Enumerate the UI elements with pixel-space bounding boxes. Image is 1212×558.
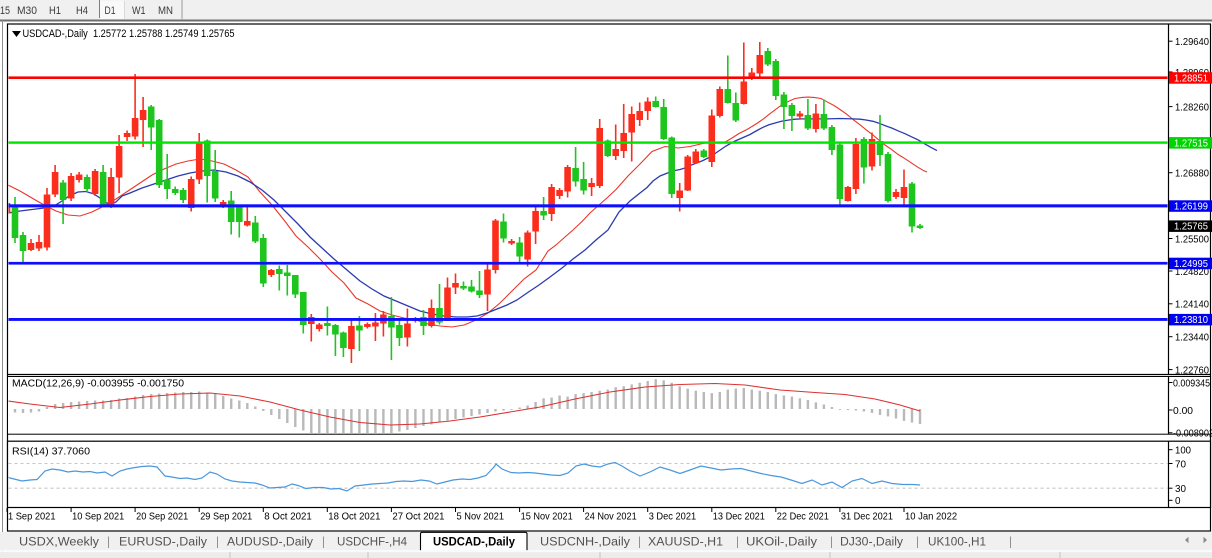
svg-text:1.24140: 1.24140	[1175, 299, 1209, 311]
svg-text:10 Sep 2021: 10 Sep 2021	[72, 511, 124, 523]
svg-text:8 Oct 2021: 8 Oct 2021	[264, 511, 312, 523]
svg-text:|: |	[916, 537, 919, 549]
svg-text:|: |	[107, 537, 110, 549]
svg-text:|: |	[1009, 537, 1012, 549]
svg-text:1.27515: 1.27515	[1174, 137, 1208, 149]
svg-text:70: 70	[1175, 458, 1186, 470]
svg-text:USDX,Weekly: USDX,Weekly	[19, 537, 99, 549]
svg-text:M30: M30	[17, 5, 37, 17]
svg-text:18 Oct 2021: 18 Oct 2021	[328, 511, 380, 523]
svg-text:22 Dec 2021: 22 Dec 2021	[777, 511, 829, 523]
svg-text:1.24995: 1.24995	[1174, 258, 1208, 270]
svg-text:13 Dec 2021: 13 Dec 2021	[713, 511, 765, 523]
svg-text:USDCHF-,H4: USDCHF-,H4	[337, 537, 408, 549]
svg-text:RSI(14) 37.7060: RSI(14) 37.7060	[12, 446, 90, 458]
svg-text:1 Sep 2021: 1 Sep 2021	[8, 511, 56, 523]
svg-text:|: |	[830, 537, 833, 549]
svg-text:UK100-,H1: UK100-,H1	[928, 537, 986, 549]
svg-text:20 Sep 2021: 20 Sep 2021	[136, 511, 188, 523]
svg-text:1.28851: 1.28851	[1174, 73, 1208, 85]
svg-text:XAUUSD-,H1: XAUUSD-,H1	[648, 537, 723, 549]
svg-text:|: |	[638, 537, 641, 549]
svg-text:31 Dec 2021: 31 Dec 2021	[841, 511, 893, 523]
svg-text:1.29640: 1.29640	[1175, 36, 1209, 48]
svg-text:MN: MN	[158, 5, 173, 17]
svg-text:H1: H1	[49, 5, 61, 17]
svg-text:100: 100	[1175, 445, 1191, 457]
svg-text:USDCAD-,Daily 1.25772 1.25788: USDCAD-,Daily 1.25772 1.25788 1.25749 1.…	[23, 28, 235, 40]
svg-text:1.22760: 1.22760	[1175, 364, 1209, 376]
svg-text:EURUSD-,Daily: EURUSD-,Daily	[119, 537, 207, 549]
svg-text:D1: D1	[105, 5, 116, 17]
svg-text:30: 30	[1175, 483, 1186, 495]
svg-text:H4: H4	[76, 5, 88, 17]
svg-text:|: |	[322, 537, 325, 549]
svg-text:1.28260: 1.28260	[1175, 101, 1209, 113]
svg-text:15: 15	[0, 5, 10, 17]
svg-text:|: |	[216, 537, 219, 549]
svg-text:USDCNH-,Daily: USDCNH-,Daily	[540, 537, 630, 549]
svg-text:1.26880: 1.26880	[1175, 168, 1209, 180]
svg-text:0.00: 0.00	[1173, 405, 1193, 417]
svg-text:UKOil-,Daily: UKOil-,Daily	[746, 537, 817, 549]
svg-text:W1: W1	[132, 5, 146, 17]
svg-text:AUDUSD-,Daily: AUDUSD-,Daily	[227, 537, 313, 549]
svg-text:3 Dec 2021: 3 Dec 2021	[649, 511, 697, 523]
svg-text:|: |	[736, 537, 739, 549]
svg-text:1.25765: 1.25765	[1174, 221, 1208, 233]
svg-text:10 Jan 2022: 10 Jan 2022	[905, 511, 957, 523]
svg-text:5 Nov 2021: 5 Nov 2021	[457, 511, 505, 523]
svg-text:1.23440: 1.23440	[1175, 332, 1209, 344]
svg-text:-0.008902: -0.008902	[1173, 428, 1212, 440]
svg-text:1.23810: 1.23810	[1174, 314, 1208, 326]
svg-text:0.009345: 0.009345	[1173, 377, 1210, 389]
svg-text:1.26199: 1.26199	[1174, 201, 1208, 213]
svg-text:USDCAD-,Daily: USDCAD-,Daily	[433, 537, 516, 549]
svg-text:24 Nov 2021: 24 Nov 2021	[585, 511, 637, 523]
svg-text:DJ30-,Daily: DJ30-,Daily	[840, 537, 903, 549]
svg-text:15 Nov 2021: 15 Nov 2021	[521, 511, 573, 523]
svg-text:1.25500: 1.25500	[1175, 233, 1209, 245]
svg-text:MACD(12,26,9) -0.003955 -0.001: MACD(12,26,9) -0.003955 -0.001750	[12, 378, 184, 390]
svg-text:29 Sep 2021: 29 Sep 2021	[200, 511, 252, 523]
svg-text:27 Oct 2021: 27 Oct 2021	[392, 511, 444, 523]
svg-text:0: 0	[1175, 495, 1181, 507]
